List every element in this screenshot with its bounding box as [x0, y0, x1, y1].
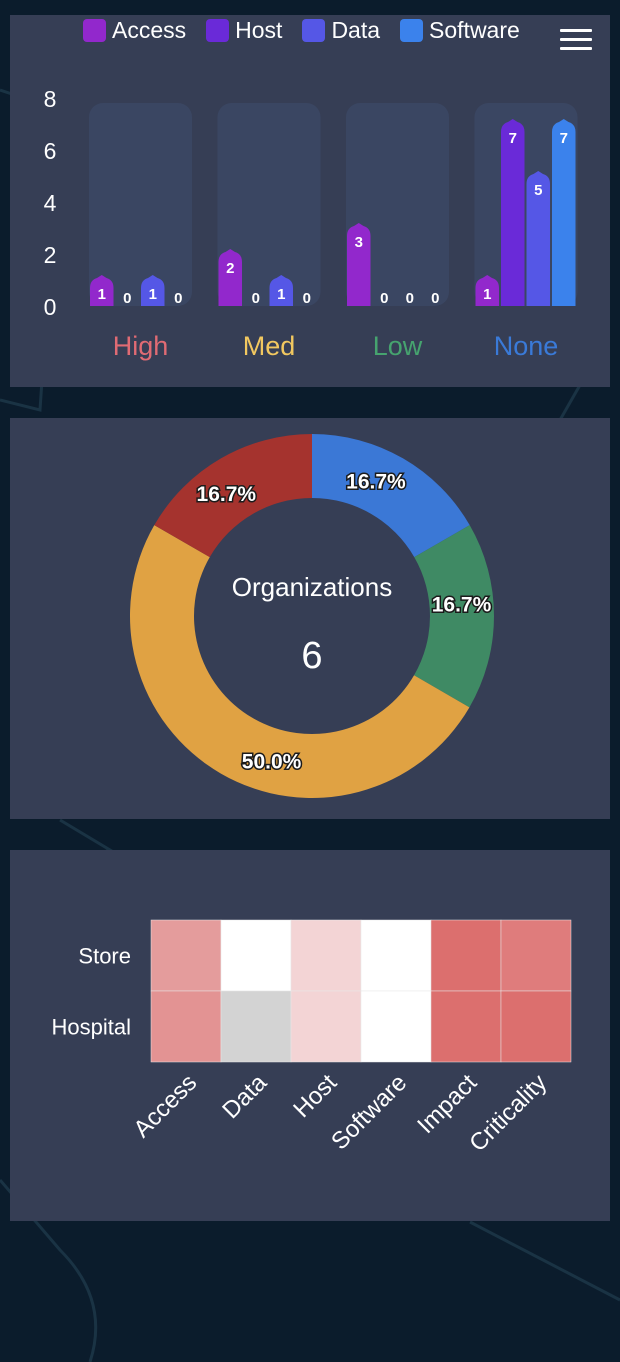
bar-data-label: 0 [406, 290, 414, 307]
bar-data-label: 0 [431, 290, 439, 307]
bar-data-label: 1 [277, 286, 285, 303]
bar-data-label: 3 [355, 234, 363, 251]
heatmap-column-label: Data [217, 1069, 272, 1124]
donut-slice[interactable] [312, 434, 470, 558]
legend-label-access: Access [112, 17, 187, 43]
bar-data-label: 1 [98, 286, 106, 303]
bar-data-label: 7 [560, 130, 568, 147]
bar[interactable] [269, 275, 294, 306]
legend-swatch-data [302, 18, 326, 42]
legend-label-host: Host [235, 17, 283, 43]
donut-slice[interactable] [414, 525, 494, 708]
bar[interactable] [552, 119, 576, 306]
y-tick-label: 8 [44, 86, 57, 112]
legend-label-software: Software [429, 17, 520, 43]
category-track [89, 103, 192, 306]
bar[interactable] [141, 275, 165, 306]
heatmap-cell[interactable] [500, 990, 572, 1063]
hamburger-menu-icon[interactable] [560, 23, 592, 51]
bar-data-label: 0 [380, 290, 388, 307]
legend-item-host[interactable]: Host [206, 17, 282, 43]
legend-swatch-software [400, 18, 424, 42]
bar-chart-panel: Access Host Data Software 0 2 4 6 8 1 0 1 0 High 2… [10, 15, 610, 387]
bar-data-label: 2 [226, 260, 234, 277]
bar-data-label: 1 [483, 286, 491, 303]
heatmap-panel: Store Hospital Access Data Host Software Impac… [10, 850, 610, 1221]
donut-slice-label: 16.7% [197, 483, 257, 506]
heatmap-cell[interactable] [500, 919, 572, 992]
legend-label-data: Data [331, 17, 381, 43]
heatmap-cell[interactable] [220, 919, 292, 992]
donut-center-label: Organizations [232, 572, 392, 602]
bar-data-label: 1 [149, 286, 157, 303]
legend-item-data[interactable]: Data [302, 17, 380, 43]
category-track [474, 103, 578, 306]
donut-slice[interactable] [129, 525, 470, 799]
donut-slice-label: 50.0% [242, 750, 302, 773]
heatmap-row-label: Store [78, 944, 131, 969]
bar-data-label: 0 [303, 290, 311, 307]
legend-item-access[interactable]: Access [83, 17, 186, 43]
bar[interactable] [475, 275, 500, 306]
x-category-label: Med [243, 331, 296, 361]
x-category-label: Low [373, 331, 423, 361]
bar[interactable] [347, 223, 371, 306]
bar-chart-legend: Access Host Data Software [83, 17, 540, 43]
heatmap-cell[interactable] [150, 990, 222, 1063]
heatmap-column-label: Impact [412, 1069, 482, 1139]
x-category-label: None [494, 331, 559, 361]
bar[interactable] [526, 171, 551, 306]
bar-data-label: 7 [509, 130, 517, 147]
bar-data-label: 0 [252, 290, 260, 307]
donut-slice[interactable] [154, 434, 312, 558]
legend-swatch-host [206, 18, 230, 42]
heatmap-cell[interactable] [220, 990, 292, 1063]
heatmap-cell[interactable] [430, 919, 502, 992]
bar-data-label: 0 [123, 290, 131, 307]
heatmap-column-label: Criticality [464, 1069, 552, 1157]
y-tick-label: 6 [44, 138, 57, 164]
donut-chart-panel: 16.7% 16.7% 50.0% 16.7% Organizations 6 [10, 418, 610, 819]
y-tick-label: 0 [44, 294, 57, 320]
bar-data-label: 5 [534, 182, 542, 199]
heatmap-cell[interactable] [290, 990, 362, 1063]
bar[interactable] [501, 119, 525, 306]
donut-chart: 16.7% 16.7% 50.0% 16.7% Organizations 6 [129, 434, 494, 799]
donut-center-value: 6 [301, 635, 322, 677]
heatmap-cell[interactable] [360, 919, 432, 992]
heatmap-column-label: Software [326, 1069, 412, 1155]
heatmap-cell[interactable] [430, 990, 502, 1063]
category-track [217, 103, 321, 306]
heatmap-cell[interactable] [150, 919, 222, 992]
legend-item-software[interactable]: Software [400, 17, 520, 43]
heatmap-row-label: Hospital [52, 1015, 131, 1040]
heatmap-column-label: Host [288, 1069, 342, 1123]
heatmap-column-label: Access [128, 1069, 202, 1143]
y-tick-label: 4 [44, 190, 57, 216]
donut-slice-label: 16.7% [432, 594, 492, 617]
bar[interactable] [218, 249, 243, 306]
heatmap-cell[interactable] [290, 919, 362, 992]
x-category-label: High [113, 331, 169, 361]
donut-slice-label: 16.7% [346, 470, 406, 493]
bar[interactable] [90, 275, 114, 306]
y-tick-label: 2 [44, 242, 57, 268]
legend-swatch-access [83, 18, 106, 42]
heatmap-cell[interactable] [360, 990, 432, 1063]
bar-data-label: 0 [174, 290, 182, 307]
category-track [346, 103, 449, 306]
